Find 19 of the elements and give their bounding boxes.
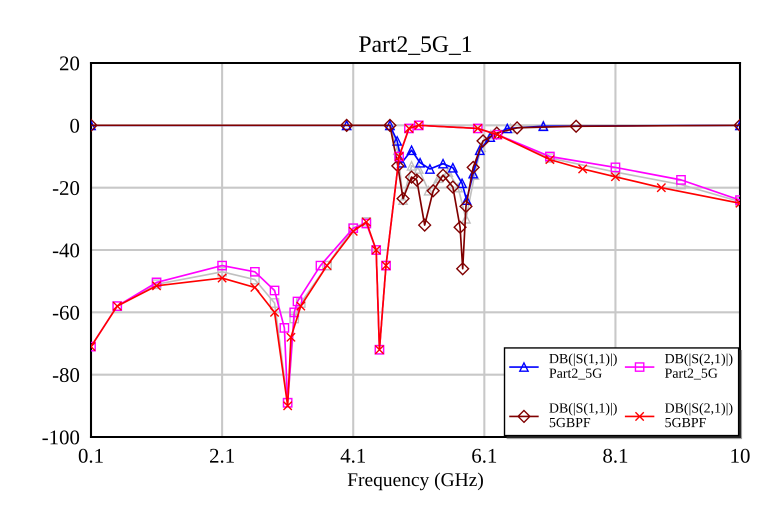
y-tick-label: -40 (52, 243, 80, 258)
y-tick-label: -100 (42, 430, 80, 444)
y-tick-label: -80 (52, 368, 80, 382)
x-tick-label: 8.1 (603, 448, 628, 463)
y-tick-label: 20 (60, 56, 80, 70)
x-tick-label: 6.1 (472, 448, 496, 463)
legend-label: DB(|S(2,1)|) 5GBPF (665, 402, 732, 428)
x-axis-title: Frequency (GHz) (348, 472, 483, 490)
x-tick-label: 0.1 (78, 448, 103, 463)
legend-label: DB(|S(1,1)|) 5GBPF (549, 402, 617, 428)
x-tick-label: 2.1 (210, 448, 234, 463)
legend-label: DB(|S(1,1)|) Part2_5G (549, 354, 617, 380)
y-tick-label: -20 (52, 181, 80, 196)
x-tick-label: 10 (731, 448, 750, 463)
chart-title: Part2_5G_1 (359, 36, 472, 55)
legend-label: DB(|S(2,1)|) Part2_5G (665, 354, 732, 380)
y-tick-label: 0 (70, 118, 80, 133)
x-tick-label: 4.1 (340, 448, 365, 463)
y-tick-label: -60 (52, 306, 80, 320)
